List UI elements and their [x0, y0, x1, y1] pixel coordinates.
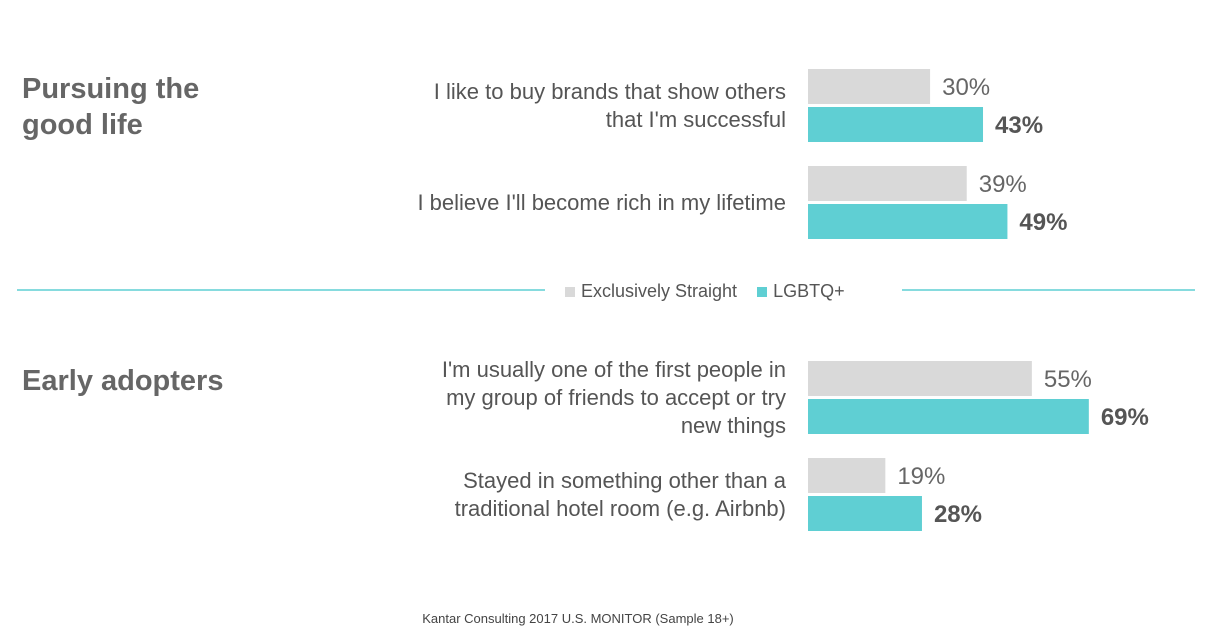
bar — [808, 107, 984, 142]
bar — [808, 458, 886, 493]
value-label: 19% — [897, 463, 945, 490]
source: Kantar Consulting 2017 U.S. MONITOR (Sam… — [422, 611, 734, 626]
value-label: 43% — [995, 112, 1043, 139]
category-label: I believe I'll become rich in my lifetim… — [417, 189, 786, 215]
bar — [808, 496, 922, 531]
section-title: Early adopters — [22, 365, 224, 397]
legend-swatch — [565, 286, 575, 297]
legend-label: LGBTQ+ — [773, 281, 845, 301]
value-label: 69% — [1101, 404, 1149, 431]
value-label: 55% — [1044, 366, 1092, 393]
bar — [808, 361, 1032, 396]
bar — [808, 166, 967, 201]
value-label: 39% — [979, 171, 1027, 198]
category-label: I'm usually one of the first people in m… — [441, 356, 786, 438]
value-label: 30% — [942, 74, 990, 101]
bar — [808, 204, 1008, 239]
bar — [808, 69, 931, 104]
bar — [808, 399, 1089, 434]
section-title: Pursuing the good life — [22, 73, 200, 141]
legend-label: Exclusively Straight — [581, 281, 738, 301]
legend: Exclusively Straight LGBTQ+ — [565, 281, 845, 302]
legend-swatch — [757, 286, 768, 297]
value-label: 28% — [934, 501, 982, 528]
value-label: 49% — [1019, 209, 1067, 236]
category-label: I like to buy brands that show others th… — [433, 78, 786, 132]
category-label: Stayed in something other than a traditi… — [454, 467, 786, 521]
